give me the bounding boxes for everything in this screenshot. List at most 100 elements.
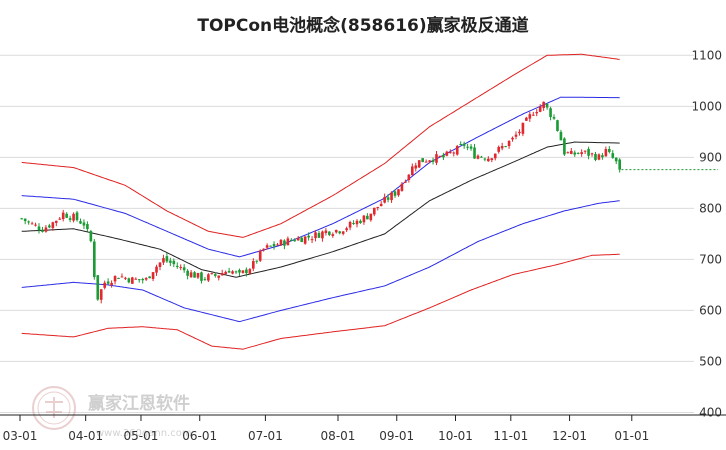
candle bbox=[528, 111, 532, 122]
candle bbox=[421, 158, 424, 163]
y-tick-label: 700 bbox=[699, 252, 722, 266]
candle bbox=[117, 277, 120, 279]
candle bbox=[89, 229, 93, 243]
candle bbox=[431, 157, 435, 165]
candle bbox=[72, 212, 75, 223]
candle bbox=[286, 236, 290, 246]
candle bbox=[75, 210, 79, 222]
candle bbox=[449, 149, 452, 154]
candle bbox=[518, 129, 521, 136]
candle bbox=[459, 141, 463, 146]
y-tick-label: 500 bbox=[699, 354, 722, 368]
chart-title: TOPCon电池概念(858616)赢家极反通道 bbox=[197, 15, 528, 36]
candle bbox=[604, 146, 608, 157]
candle bbox=[175, 262, 179, 269]
candle bbox=[103, 280, 106, 290]
candle bbox=[480, 155, 483, 158]
band-blue-lo bbox=[21, 200, 620, 323]
candle bbox=[369, 213, 373, 222]
x-tick-label: 03-01 bbox=[3, 429, 38, 443]
candle bbox=[334, 229, 338, 234]
candle bbox=[556, 119, 559, 132]
candle bbox=[144, 277, 148, 281]
candle bbox=[113, 275, 117, 285]
candle bbox=[182, 264, 186, 273]
x-tick-label: 06-01 bbox=[182, 429, 217, 443]
y-tick-label: 400 bbox=[699, 405, 722, 419]
candle bbox=[383, 193, 386, 204]
y-tick-label: 1100 bbox=[691, 48, 722, 62]
candle bbox=[538, 104, 542, 113]
candle bbox=[37, 223, 41, 234]
candle bbox=[269, 245, 272, 247]
candle bbox=[359, 219, 362, 224]
candle bbox=[601, 152, 604, 160]
candle bbox=[300, 236, 304, 243]
candlesticks bbox=[20, 101, 622, 304]
candle bbox=[469, 144, 473, 151]
candle bbox=[203, 277, 207, 281]
candle bbox=[210, 272, 214, 275]
candle bbox=[151, 272, 155, 282]
candle bbox=[241, 270, 245, 274]
candle bbox=[521, 122, 525, 137]
candle bbox=[127, 277, 131, 284]
candle bbox=[407, 173, 411, 183]
candle bbox=[248, 267, 252, 275]
candle bbox=[276, 242, 279, 246]
candle bbox=[234, 270, 238, 275]
candle bbox=[466, 143, 469, 151]
candle bbox=[476, 154, 480, 160]
candle bbox=[65, 212, 68, 219]
candle bbox=[48, 223, 51, 229]
x-tick-label: 01-01 bbox=[614, 429, 649, 443]
candle bbox=[331, 232, 335, 238]
candle bbox=[576, 152, 580, 155]
candle bbox=[217, 275, 221, 281]
candle bbox=[58, 216, 62, 221]
candle bbox=[213, 272, 217, 278]
candle bbox=[573, 150, 577, 157]
candle bbox=[535, 109, 539, 117]
candle bbox=[473, 143, 476, 159]
candle bbox=[507, 140, 511, 149]
x-tick-label: 09-01 bbox=[379, 429, 414, 443]
candle bbox=[594, 151, 597, 162]
candle bbox=[255, 260, 259, 264]
candle bbox=[179, 264, 183, 271]
candle bbox=[500, 142, 504, 151]
candle bbox=[134, 277, 138, 280]
candle bbox=[131, 276, 134, 284]
candle bbox=[345, 226, 348, 232]
candle bbox=[200, 271, 203, 284]
y-tick-label: 900 bbox=[699, 150, 722, 164]
candle bbox=[597, 153, 601, 161]
candle bbox=[559, 129, 563, 141]
candle bbox=[525, 116, 528, 122]
candle bbox=[321, 230, 324, 242]
candle bbox=[44, 224, 48, 233]
x-axis-labels: 03-01 04-01 05-01 06-01 07-01 08-01 09-01 10-01… bbox=[3, 429, 650, 443]
candle bbox=[220, 269, 224, 276]
candle bbox=[514, 131, 518, 140]
x-tick-label: 04-01 bbox=[68, 429, 103, 443]
candle bbox=[262, 248, 265, 252]
candle bbox=[279, 239, 283, 246]
x-tick-label: 05-01 bbox=[124, 429, 159, 443]
candle bbox=[410, 163, 414, 176]
candle bbox=[99, 288, 103, 304]
candle bbox=[224, 270, 227, 275]
x-tick-label: 07-01 bbox=[248, 429, 283, 443]
y-tick-label: 1000 bbox=[691, 99, 722, 113]
candle bbox=[583, 150, 587, 154]
candle bbox=[141, 277, 145, 284]
candle bbox=[193, 271, 196, 278]
candle bbox=[196, 272, 200, 279]
candle bbox=[490, 157, 494, 163]
candle bbox=[417, 160, 421, 169]
band-ma bbox=[21, 141, 620, 278]
candle bbox=[169, 257, 172, 267]
candle bbox=[79, 218, 82, 225]
grid-lines bbox=[0, 54, 694, 413]
candle bbox=[296, 236, 300, 241]
